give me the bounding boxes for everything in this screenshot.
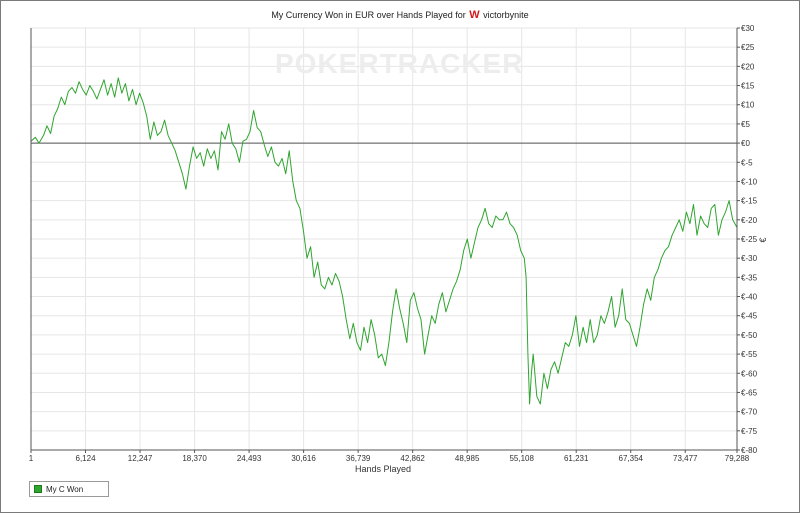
series-layer [30,77,738,405]
y-tick-label: €-25 [741,235,758,244]
x-tick-label: 79,288 [725,454,750,463]
x-tick-label: 12,247 [128,454,153,463]
grid-lines [30,27,738,451]
chart-legend: My C Won [29,481,109,497]
watermark-logo: POKERTRACKER [275,48,523,79]
y-tick-label: €25 [741,43,755,52]
x-tick-label: 30,616 [291,454,316,463]
y-tick-label: €-50 [741,331,758,340]
y-tick-label: €-65 [741,388,758,397]
legend-swatch [34,485,42,493]
x-tick-label: 1 [29,454,34,463]
chart-title-text: My Currency Won in EUR over Hands Played… [271,10,466,20]
x-tick-label: 36,739 [346,454,371,463]
y-tick-label: €-55 [741,350,758,359]
y-tick-label: €-75 [741,427,758,436]
y-tick-label: €-60 [741,369,758,378]
pokertracker-logo-icon: W [469,9,480,21]
x-tick-label: 55,108 [509,454,534,463]
y-tick-label: €20 [741,62,755,71]
player-name: victorbynite [483,10,529,20]
y-tick-label: €-80 [741,446,758,455]
y-tick-label: €5 [741,120,750,129]
x-tick-label: 6,124 [76,454,97,463]
y-axis-ticks: €30 €25 €20 €15 €10 €5 €0 €-5 €-10 €-15 €-20 €-25 €-… [737,24,758,455]
y-tick-label: €15 [741,82,755,91]
x-tick-label: 48,985 [455,454,480,463]
y-tick-label: €-35 [741,273,758,282]
x-tick-label: 73,477 [673,454,698,463]
x-axis-ticks: 1 6,124 12,247 18,370 24,493 30,616 36,739 42,8… [29,450,750,463]
y-tick-label: €-10 [741,177,758,186]
y-tick-label: €-30 [741,254,758,263]
y-tick-label: €-70 [741,408,758,417]
y-tick-label: €-5 [741,158,753,167]
x-tick-label: 24,493 [237,454,262,463]
chart-title: My Currency Won in EUR over Hands Played… [0,9,800,21]
x-axis-title: Hands Played [355,464,411,474]
y-tick-label: €0 [741,139,750,148]
y-axis-title: € [758,237,768,242]
y-tick-label: €10 [741,101,755,110]
legend-label: My C Won [46,484,84,494]
y-tick-label: €-15 [741,197,758,206]
y-tick-label: €30 [741,24,755,33]
series-line-my-c-won [30,77,738,405]
x-tick-label: 18,370 [182,454,207,463]
y-tick-label: €-45 [741,312,758,321]
x-tick-label: 61,231 [564,454,589,463]
x-tick-label: 67,354 [619,454,644,463]
x-tick-label: 42,862 [400,454,425,463]
y-tick-label: €-40 [741,293,758,302]
y-tick-label: €-20 [741,216,758,225]
